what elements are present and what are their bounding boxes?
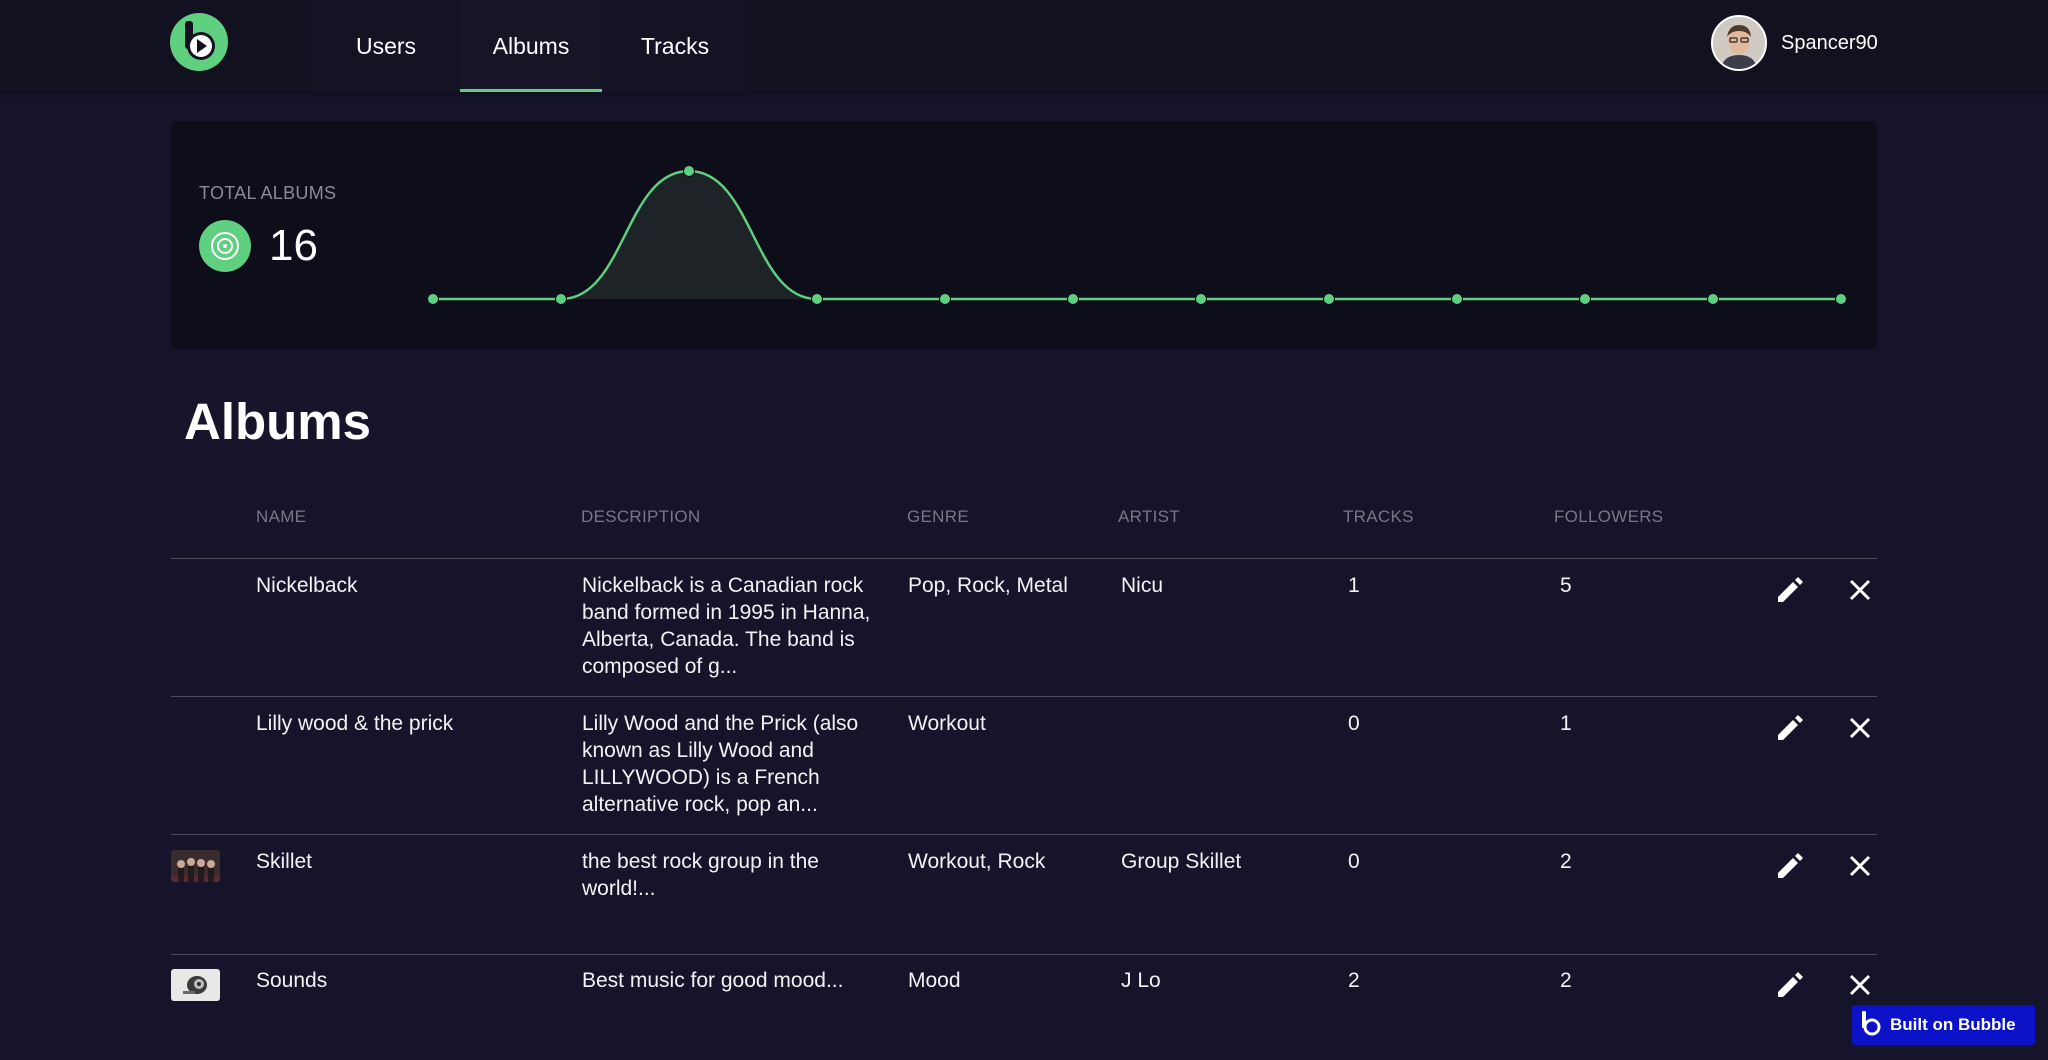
album-description: the best rock group in the world!... <box>582 850 819 900</box>
sparkline-point[interactable] <box>939 293 951 305</box>
close-icon[interactable] <box>1843 711 1877 745</box>
album-tracks: 0 <box>1348 850 1360 873</box>
column-header-artist[interactable]: ARTIST <box>1118 507 1180 526</box>
album-artist: J Lo <box>1121 969 1161 992</box>
row-divider <box>171 834 1877 835</box>
bubble-play-logo-icon[interactable] <box>170 13 228 71</box>
sparkline-point[interactable] <box>1195 293 1207 305</box>
total-albums-label: TOTAL ALBUMS <box>199 183 337 203</box>
pencil-icon[interactable] <box>1773 968 1807 1002</box>
sparkline-point[interactable] <box>1451 293 1463 305</box>
sparkline-point[interactable] <box>1323 293 1335 305</box>
built-on-bubble-label: Built on Bubble <box>1890 1015 2016 1034</box>
album-genre: Workout, Rock <box>908 850 1046 873</box>
row-divider <box>171 954 1877 955</box>
main-nav-tabs: Users Albums Tracks <box>312 0 748 92</box>
nav-tab-albums[interactable]: Albums <box>460 0 602 92</box>
sparkline-point[interactable] <box>1707 293 1719 305</box>
sparkline-point[interactable] <box>1835 293 1847 305</box>
column-header-description[interactable]: DESCRIPTION <box>581 507 701 526</box>
album-artist: Group Skillet <box>1121 850 1242 873</box>
album-name: Nickelback <box>256 574 358 597</box>
column-header-name[interactable]: NAME <box>256 507 307 526</box>
close-icon[interactable] <box>1843 968 1877 1002</box>
album-followers: 1 <box>1560 712 1572 735</box>
row-divider <box>171 696 1877 697</box>
user-menu[interactable]: Spancer90 <box>1711 14 1878 72</box>
album-tracks: 1 <box>1348 574 1360 597</box>
built-on-bubble-badge[interactable]: Built on Bubble <box>1852 1005 2035 1045</box>
album-followers: 2 <box>1560 969 1572 992</box>
nav-tab-tracks[interactable]: Tracks <box>640 32 710 59</box>
close-icon[interactable] <box>1843 573 1877 607</box>
album-thumbnail <box>171 969 220 1001</box>
pencil-icon[interactable] <box>1773 711 1807 745</box>
nav-tab-users[interactable]: Users <box>355 32 417 59</box>
album-tracks: 0 <box>1348 712 1360 735</box>
bubble-b-icon <box>1860 1010 1882 1041</box>
total-albums-card: TOTAL ALBUMS 16 <box>171 121 1877 349</box>
album-tracks: 2 <box>1348 969 1360 992</box>
total-albums-value: 16 <box>269 221 318 270</box>
album-name: Sounds <box>256 969 328 992</box>
close-icon[interactable] <box>1843 849 1877 883</box>
column-header-followers[interactable]: FOLLOWERS <box>1554 507 1664 526</box>
page-title: Albums <box>184 393 372 450</box>
sparkline-point[interactable] <box>683 165 695 177</box>
albums-sparkline-chart <box>427 165 1847 305</box>
sparkline-point[interactable] <box>811 293 823 305</box>
album-followers: 5 <box>1560 574 1572 597</box>
sparkline-point[interactable] <box>1067 293 1079 305</box>
album-genre: Workout <box>908 712 986 735</box>
album-genre: Mood <box>908 969 961 992</box>
sparkline-area <box>433 171 1841 299</box>
top-navigation-bar: Users Albums Tracks Spancer90 <box>0 0 2048 92</box>
row-divider <box>171 558 1877 559</box>
sparkline-point[interactable] <box>555 293 567 305</box>
album-artist: Nicu <box>1121 574 1164 597</box>
album-description: Best music for good mood... <box>582 969 844 992</box>
disc-icon <box>199 220 251 272</box>
pencil-icon[interactable] <box>1773 849 1807 883</box>
column-header-tracks[interactable]: TRACKS <box>1343 507 1414 526</box>
sparkline-point[interactable] <box>1579 293 1591 305</box>
username: Spancer90 <box>1781 31 1878 54</box>
album-description: Nickelback is a Canadian rock band forme… <box>582 574 871 678</box>
avatar[interactable] <box>1711 15 1767 71</box>
album-description: Lilly Wood and the Prick (also known as … <box>582 712 859 816</box>
album-followers: 2 <box>1560 850 1572 873</box>
pencil-icon[interactable] <box>1773 573 1807 607</box>
sparkline-point[interactable] <box>427 293 439 305</box>
album-genre: Pop, Rock, Metal <box>908 574 1068 597</box>
album-name: Lilly wood & the prick <box>256 712 454 735</box>
album-thumbnail <box>171 850 220 882</box>
column-header-genre[interactable]: GENRE <box>907 507 969 526</box>
album-name: Skillet <box>256 850 313 873</box>
